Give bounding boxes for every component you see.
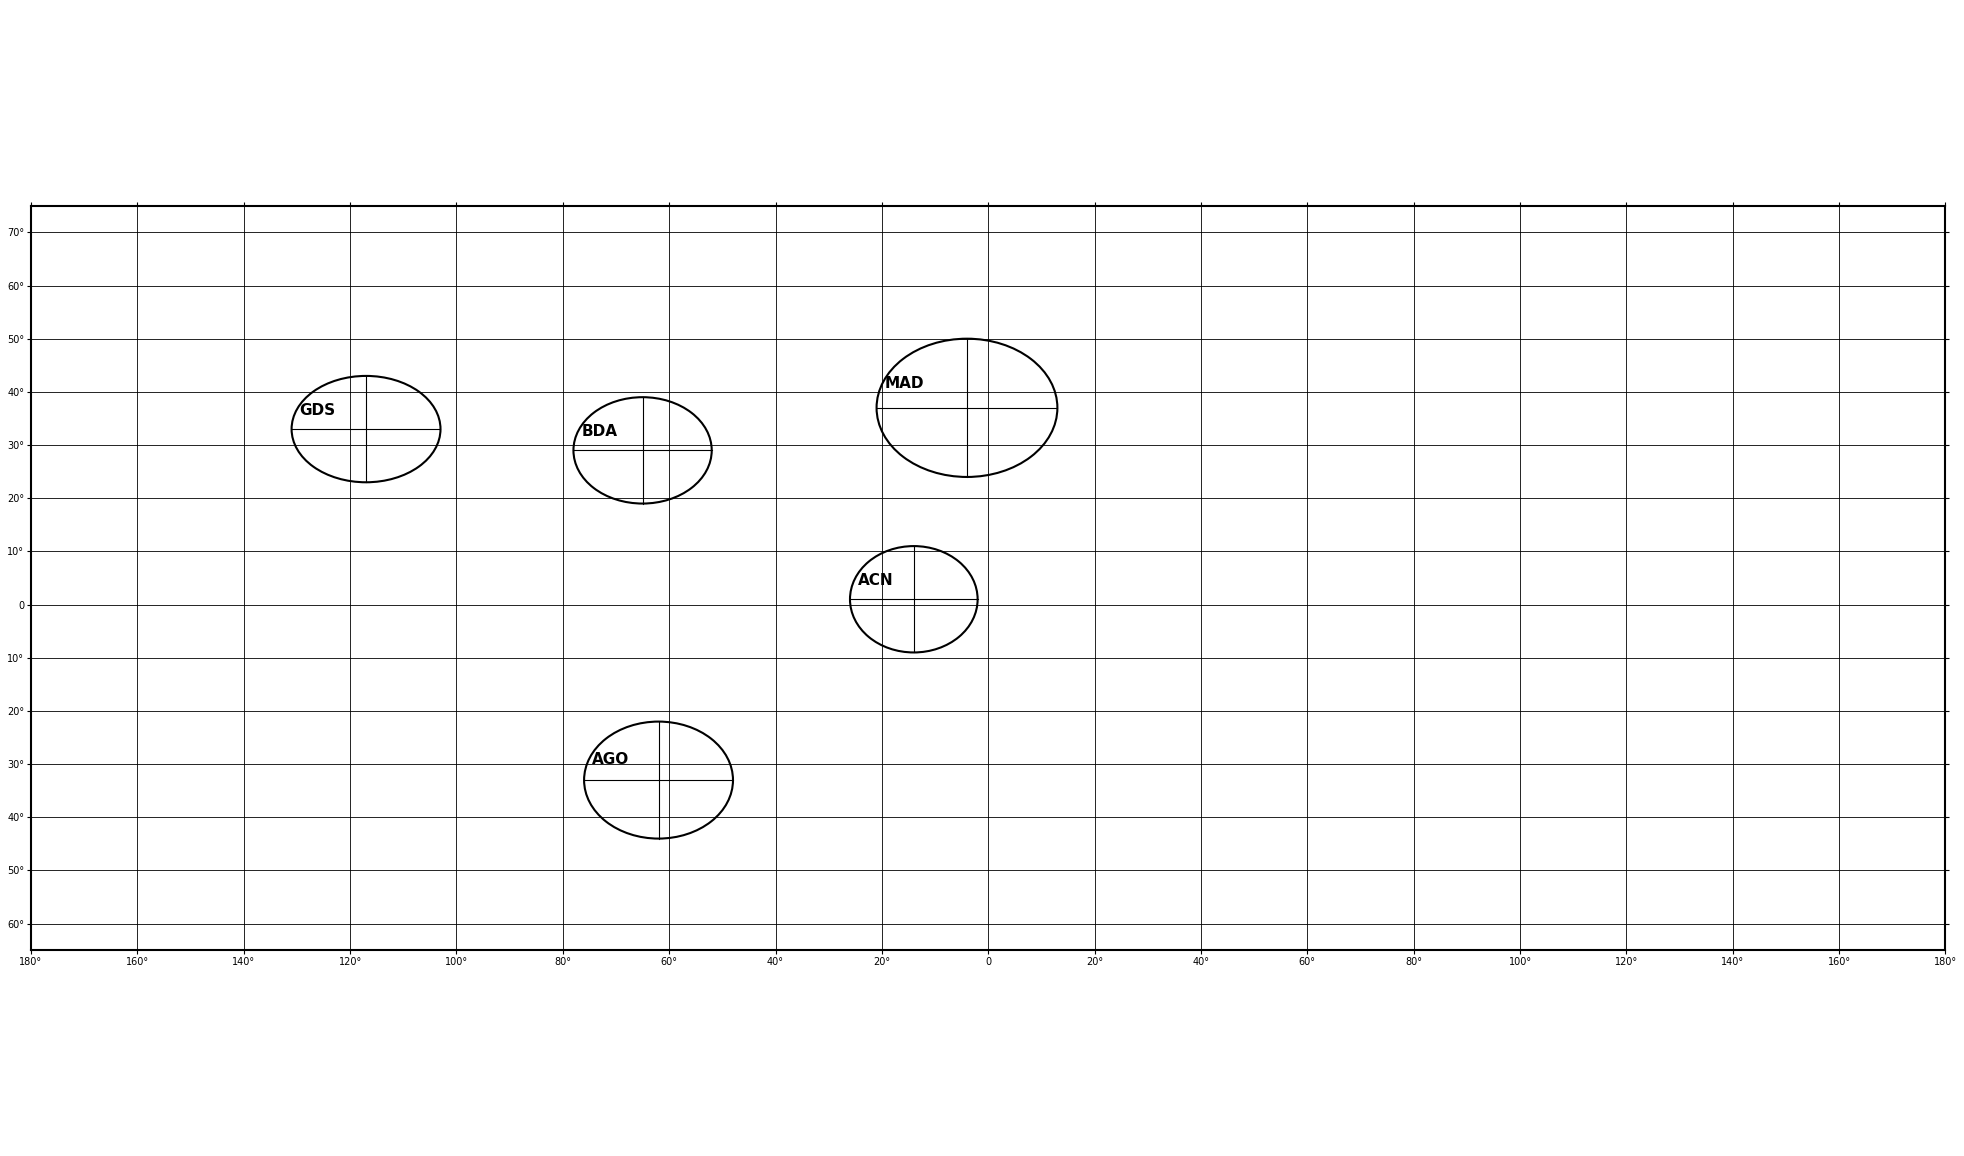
Text: ACN: ACN xyxy=(858,573,894,588)
Text: MAD: MAD xyxy=(884,376,923,391)
Text: AGO: AGO xyxy=(591,753,628,768)
Text: BDA: BDA xyxy=(581,424,617,439)
Text: GDS: GDS xyxy=(300,403,336,418)
